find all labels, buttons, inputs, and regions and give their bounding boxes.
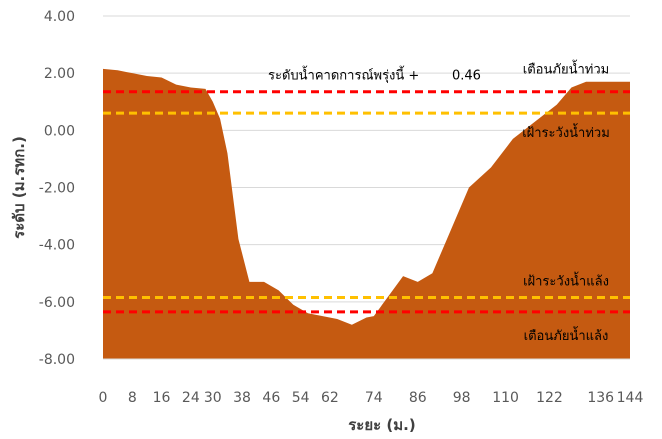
x-axis-title: ระยะ (ม.) [348,416,415,434]
y-tick-label-2: 0.00 [44,123,75,139]
x-tick-label-1: 8 [128,390,137,406]
x-tick-label-12: 110 [492,390,519,406]
areas [103,68,630,360]
y-tick-label-3: -2.00 [39,181,75,197]
x-tick-label-14: 136 [587,390,614,406]
x-tick-label-15: 144 [617,390,644,406]
x-tick-label-9: 74 [365,390,383,406]
forecast-value: 0.46 [452,69,481,84]
x-tick-label-7: 54 [292,390,310,406]
x-tick-label-2: 16 [153,390,171,406]
drought-watch-label: เฝ้าระวังน้ำแล้ง [523,272,609,290]
x-tick-label-4: 30 [204,390,222,406]
y-tick-label-6: -8.00 [39,352,75,368]
x-tick-label-8: 62 [321,390,339,406]
y-axis-title: ระดับ (ม.รทก.) [10,136,28,239]
ticks: 4.00 2.00 0.00 -2.00 -4.00 -6.00 -8.00 0 8 16 24 30… [39,9,644,406]
x-tick-label-0: 0 [99,390,108,406]
y-tick-label-4: -4.00 [39,238,75,254]
x-tick-label-3: 24 [182,390,200,406]
x-tick-label-10: 86 [409,390,427,406]
x-tick-label-11: 98 [453,390,471,406]
y-tick-label-5: -6.00 [39,295,75,311]
drought-warning-label: เตือนภัยน้ำแล้ง [524,326,609,344]
x-tick-label-13: 122 [536,390,563,406]
forecast-label: ระดับน้ำคาดการณ์พรุ่งนี้ + [268,66,419,84]
y-tick-label-0: 4.00 [44,9,75,25]
y-tick-label-1: 2.00 [44,66,75,82]
x-tick-label-5: 38 [233,390,251,406]
x-tick-label-6: 46 [262,390,280,406]
ground-area [103,68,630,360]
threshold-lines [103,90,630,360]
line-labels: ระดับน้ำคาดการณ์พรุ่งนี้ + 0.46 เตือนภัย… [268,60,610,344]
flood-warning-label: เตือนภัยน้ำท่วม [523,60,609,78]
flood-watch-label: เฝ้าระวังน้ำท่วม [522,123,610,141]
